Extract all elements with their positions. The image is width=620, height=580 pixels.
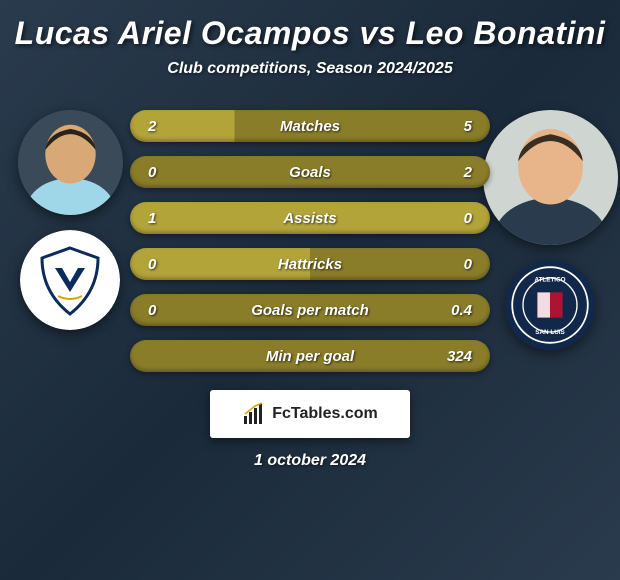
stat-label: Matches bbox=[280, 118, 340, 135]
stat-row: 0 Goals per match 0.4 bbox=[130, 294, 490, 326]
left-column bbox=[10, 106, 130, 330]
stat-row: Min per goal 324 bbox=[130, 340, 490, 372]
stat-row: 0 Goals 2 bbox=[130, 156, 490, 188]
stat-row: 1 Assists 0 bbox=[130, 202, 490, 234]
stat-label: Goals bbox=[289, 164, 331, 181]
stat-label: Min per goal bbox=[266, 348, 354, 365]
stat-value-right: 0.4 bbox=[442, 302, 472, 319]
stat-value-right: 324 bbox=[442, 348, 472, 365]
stat-value-left: 0 bbox=[148, 164, 178, 181]
svg-text:SAN LUIS: SAN LUIS bbox=[535, 329, 564, 336]
stat-value-right: 0 bbox=[442, 256, 472, 273]
stat-value-right: 2 bbox=[442, 164, 472, 181]
stat-row: 0 Hattricks 0 bbox=[130, 248, 490, 280]
player-photo-right bbox=[483, 110, 618, 245]
date-line: 1 october 2024 bbox=[10, 452, 610, 470]
stat-value-right: 0 bbox=[442, 210, 472, 227]
player-photo-left bbox=[18, 110, 123, 215]
stat-value-left: 0 bbox=[148, 256, 178, 273]
stat-value-left: 2 bbox=[148, 118, 178, 135]
stat-label: Hattricks bbox=[278, 256, 342, 273]
right-column: ATLETICO SAN LUIS bbox=[490, 106, 610, 350]
stat-label: Assists bbox=[283, 210, 336, 227]
stat-value-right: 5 bbox=[442, 118, 472, 135]
brand-text: FcTables.com bbox=[272, 405, 378, 423]
club-badge-left bbox=[20, 230, 120, 330]
svg-text:ATLETICO: ATLETICO bbox=[534, 277, 565, 284]
fctables-icon bbox=[242, 402, 266, 426]
stat-value-left: 0 bbox=[148, 302, 178, 319]
page-title: Lucas Ariel Ocampos vs Leo Bonatini bbox=[10, 15, 610, 52]
stat-row: 2 Matches 5 bbox=[130, 110, 490, 142]
subtitle: Club competitions, Season 2024/2025 bbox=[10, 60, 610, 78]
stat-label: Goals per match bbox=[251, 302, 369, 319]
main-row: 2 Matches 5 0 Goals 2 1 Assists 0 0 Hatt… bbox=[10, 106, 610, 372]
club-badge-right: ATLETICO SAN LUIS bbox=[505, 260, 595, 350]
stat-value-left: 1 bbox=[148, 210, 178, 227]
stat-bars: 2 Matches 5 0 Goals 2 1 Assists 0 0 Hatt… bbox=[130, 106, 490, 372]
brand-badge[interactable]: FcTables.com bbox=[210, 390, 410, 438]
comparison-card: Lucas Ariel Ocampos vs Leo Bonatini Club… bbox=[0, 0, 620, 580]
